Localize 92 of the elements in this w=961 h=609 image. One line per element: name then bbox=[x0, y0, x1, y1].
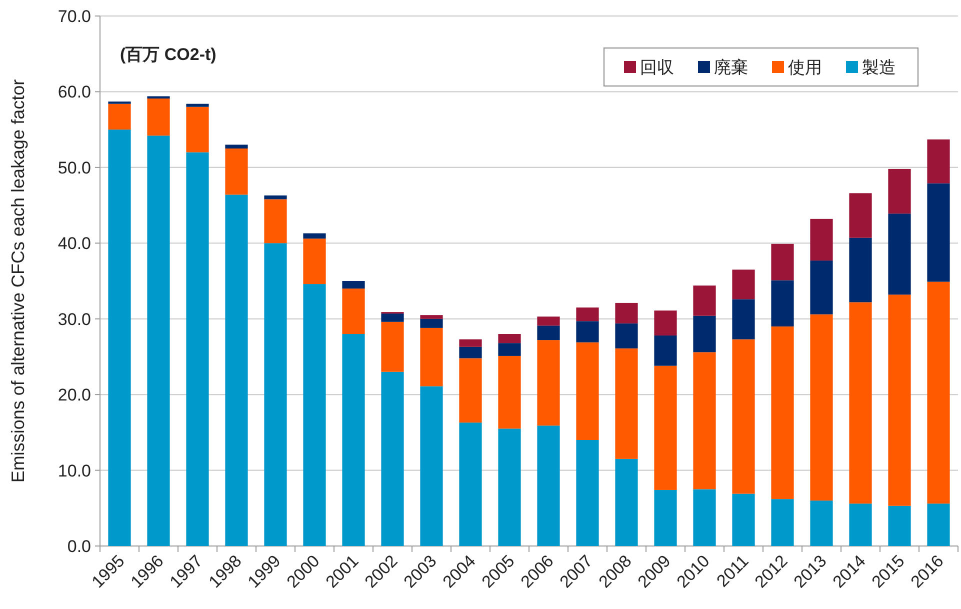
bar bbox=[771, 244, 794, 280]
bar bbox=[849, 302, 872, 504]
bar bbox=[381, 322, 404, 372]
bar bbox=[186, 104, 209, 107]
bar bbox=[381, 372, 404, 546]
bar bbox=[810, 260, 833, 314]
bar bbox=[732, 494, 755, 546]
bar bbox=[537, 426, 560, 546]
bar bbox=[420, 328, 443, 386]
bar bbox=[537, 326, 560, 340]
bar bbox=[615, 458, 638, 546]
bar bbox=[342, 281, 365, 289]
bar bbox=[303, 238, 326, 284]
bar bbox=[108, 104, 131, 130]
bar bbox=[693, 316, 716, 352]
bar bbox=[225, 148, 248, 195]
bar bbox=[498, 343, 521, 356]
bar bbox=[810, 314, 833, 501]
bar bbox=[693, 489, 716, 546]
bar bbox=[771, 280, 794, 326]
bar bbox=[186, 152, 209, 546]
bar bbox=[459, 358, 482, 423]
bar bbox=[888, 168, 911, 214]
bar bbox=[225, 194, 248, 546]
bar bbox=[615, 323, 638, 348]
bar bbox=[693, 286, 716, 316]
bar bbox=[147, 98, 170, 136]
legend-label: 廃棄 bbox=[714, 58, 748, 77]
bar bbox=[498, 334, 521, 344]
bar bbox=[654, 310, 677, 336]
bar bbox=[186, 106, 209, 152]
bar bbox=[381, 314, 404, 322]
legend-label: 製造 bbox=[862, 58, 896, 77]
bar bbox=[810, 218, 833, 261]
bar bbox=[654, 366, 677, 490]
bar bbox=[342, 288, 365, 334]
bar bbox=[771, 326, 794, 500]
bar bbox=[225, 144, 248, 148]
bar bbox=[108, 130, 131, 546]
bar bbox=[420, 386, 443, 546]
y-tick-label: 30.0 bbox=[58, 310, 91, 329]
bar bbox=[849, 193, 872, 238]
bar bbox=[420, 315, 443, 319]
bar bbox=[732, 299, 755, 340]
bar bbox=[420, 318, 443, 328]
bar bbox=[849, 504, 872, 546]
bar bbox=[147, 136, 170, 546]
bar bbox=[927, 183, 950, 282]
bar bbox=[459, 422, 482, 546]
bar bbox=[849, 238, 872, 302]
y-tick-label: 50.0 bbox=[58, 158, 91, 178]
bar bbox=[537, 340, 560, 426]
bar bbox=[498, 356, 521, 429]
bar bbox=[810, 500, 833, 546]
bar bbox=[498, 428, 521, 546]
y-axis-title: Emissions of alternative CFCs each leakage factor bbox=[8, 79, 28, 483]
bar bbox=[927, 139, 950, 184]
bar bbox=[888, 506, 911, 546]
annotation: (百万 CO2-t) bbox=[120, 45, 216, 64]
bar bbox=[264, 195, 287, 200]
bar bbox=[654, 336, 677, 366]
bar bbox=[576, 308, 599, 322]
legend-label: 回収 bbox=[640, 58, 674, 77]
y-tick-label: 20.0 bbox=[58, 386, 91, 405]
y-tick-label: 70.0 bbox=[58, 7, 91, 26]
bar bbox=[615, 348, 638, 459]
bar bbox=[576, 342, 599, 440]
bar bbox=[303, 233, 326, 239]
y-tick-label: 0.0 bbox=[67, 537, 91, 556]
bar bbox=[927, 504, 950, 546]
bar bbox=[732, 270, 755, 300]
bar bbox=[771, 499, 794, 546]
bar bbox=[264, 243, 287, 546]
y-tick-label: 40.0 bbox=[58, 234, 91, 254]
bar bbox=[537, 316, 560, 326]
legend-label: 使用 bbox=[788, 58, 822, 77]
bar bbox=[264, 199, 287, 244]
bar bbox=[342, 334, 365, 546]
bar bbox=[303, 284, 326, 546]
bar bbox=[888, 294, 911, 506]
bar bbox=[459, 346, 482, 358]
bar bbox=[927, 282, 950, 504]
bar bbox=[888, 214, 911, 295]
y-tick-label: 60.0 bbox=[58, 82, 91, 102]
bar bbox=[654, 490, 677, 546]
y-tick-label: 10.0 bbox=[58, 461, 91, 480]
bar bbox=[459, 339, 482, 347]
bar bbox=[732, 339, 755, 494]
bar bbox=[615, 302, 638, 324]
bar bbox=[576, 321, 599, 342]
bar bbox=[693, 352, 716, 490]
bar bbox=[576, 440, 599, 546]
